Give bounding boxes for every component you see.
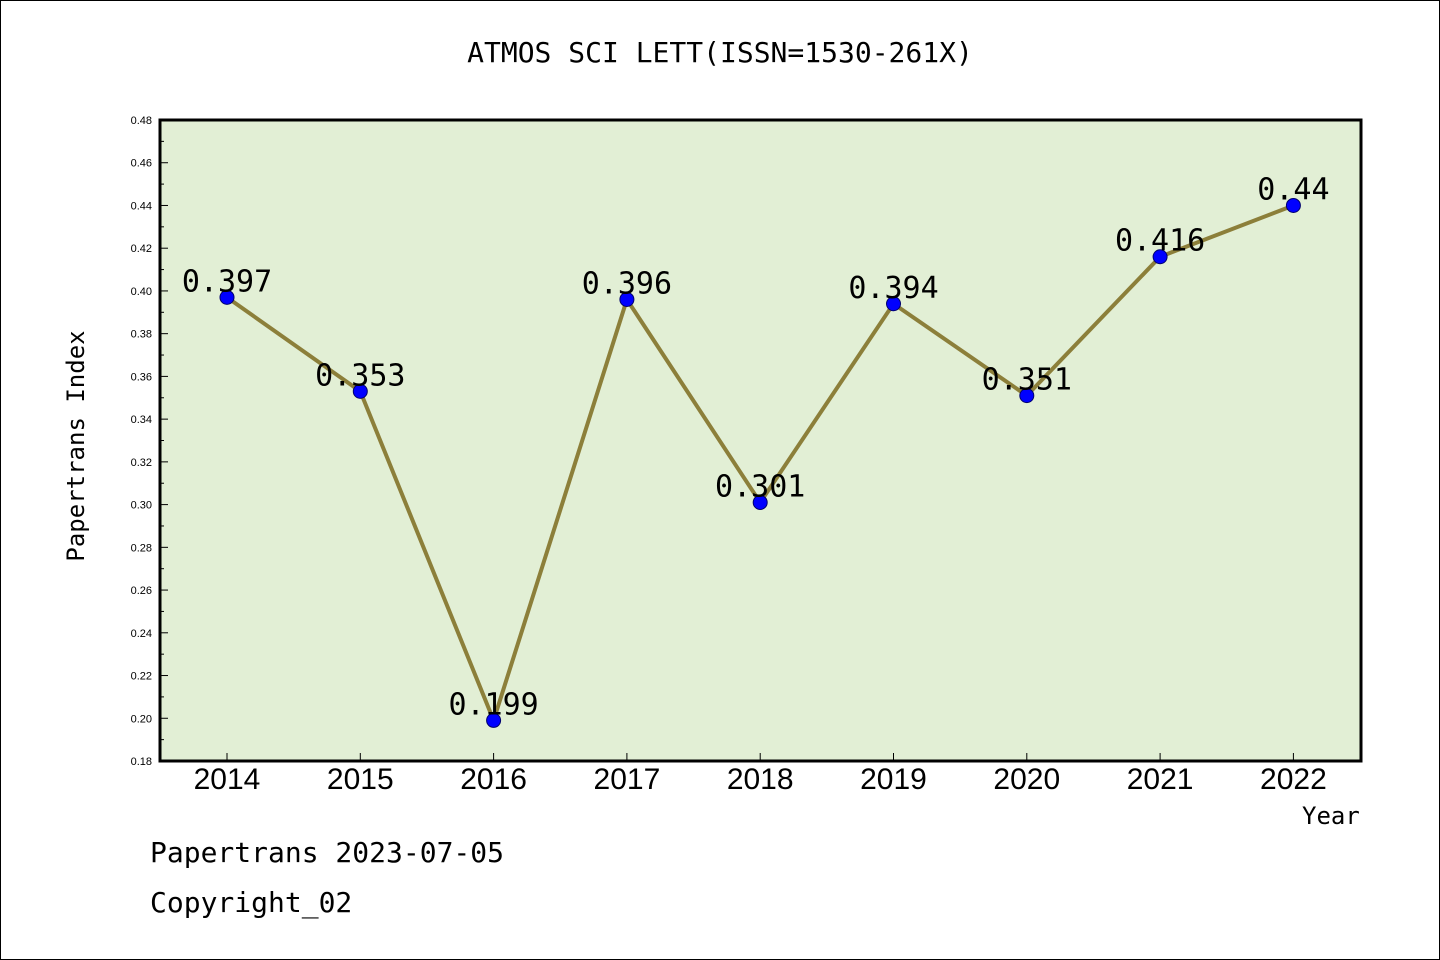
data-label: 0.416	[1115, 224, 1205, 259]
y-tick-label: 0.28	[131, 542, 152, 554]
y-tick-label: 0.46	[131, 158, 152, 170]
x-tick-label: 2021	[1127, 763, 1194, 796]
y-axis-label: Papertrans Index	[62, 330, 90, 562]
data-label: 0.199	[448, 687, 538, 722]
data-point	[752, 494, 768, 510]
data-point	[486, 712, 502, 728]
chart-title: ATMOS SCI LETT(ISSN=1530-261X)	[467, 36, 973, 69]
x-tick-label: 2022	[1260, 763, 1327, 796]
data-label: 0.301	[715, 469, 805, 504]
data-label: 0.353	[315, 358, 405, 393]
y-tick-label: 0.34	[131, 414, 152, 426]
x-tick-label: 2020	[993, 763, 1060, 796]
y-tick-label: 0.18	[131, 756, 152, 768]
y-tick-label: 0.30	[131, 500, 152, 512]
footer-copyright: Copyright_02	[150, 886, 353, 919]
data-label: 0.44	[1257, 172, 1329, 207]
y-tick-label: 0.20	[131, 713, 152, 725]
data-point	[352, 383, 368, 399]
y-tick-label: 0.24	[131, 628, 152, 640]
y-tick-label: 0.42	[131, 243, 152, 255]
data-point	[219, 289, 235, 305]
data-point	[1019, 388, 1035, 404]
data-point	[619, 291, 635, 307]
x-tick-label: 2015	[327, 763, 394, 796]
y-tick-label: 0.40	[131, 286, 152, 298]
data-label: 0.396	[582, 266, 672, 301]
x-tick-label: 2016	[460, 763, 527, 796]
data-point	[886, 296, 901, 312]
plot-area	[158, 118, 1363, 763]
data-label: 0.397	[182, 264, 272, 299]
y-tick-label: 0.38	[131, 329, 152, 341]
y-tick-label: 0.32	[131, 457, 152, 469]
footer-date: Papertrans 2023-07-05	[150, 836, 505, 869]
data-label: 0.394	[848, 271, 938, 306]
y-tick-label: 0.44	[131, 200, 152, 212]
y-tick-label: 0.26	[131, 585, 152, 597]
data-point	[1152, 249, 1168, 265]
x-tick-label: 2018	[727, 763, 794, 796]
y-tick-label: 0.22	[131, 671, 152, 683]
x-axis-label: Year	[1302, 802, 1360, 830]
x-tick-label: 2014	[194, 763, 261, 796]
data-label: 0.351	[982, 363, 1072, 398]
y-tick-label: 0.36	[131, 371, 152, 383]
x-tick-label: 2017	[594, 763, 661, 796]
data-point	[1285, 197, 1301, 213]
x-tick-label: 2019	[860, 763, 927, 796]
y-tick-label: 0.48	[131, 115, 152, 127]
